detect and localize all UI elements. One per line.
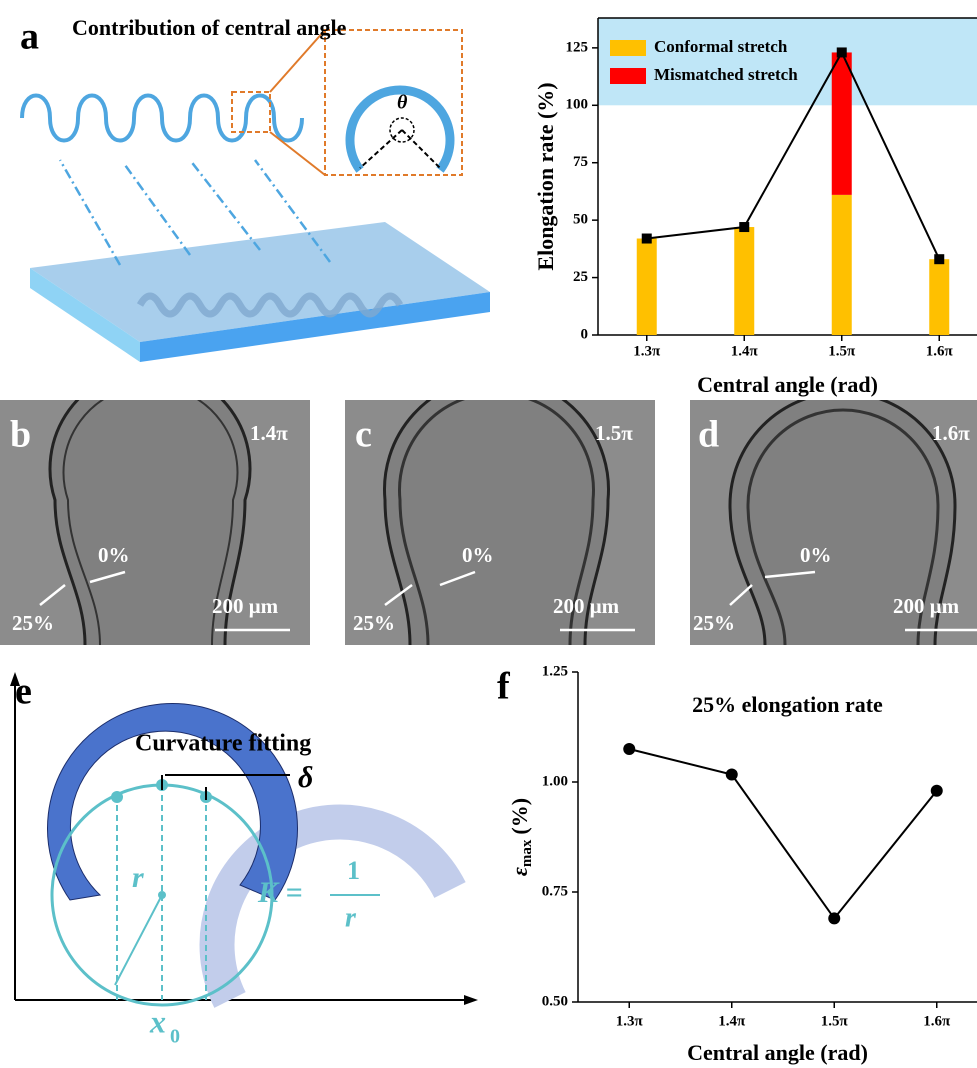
angle-label: 1.4π <box>250 421 288 445</box>
panel-label: c <box>355 414 372 456</box>
y-tick-label: 125 <box>566 39 589 55</box>
legend-label: Mismatched stretch <box>654 65 798 84</box>
data-line <box>629 749 937 918</box>
strain-label: 0% <box>462 543 494 567</box>
curvature-numerator: 1 <box>347 856 360 885</box>
y-label-subscript: max <box>519 839 535 867</box>
x-axis-label: Central angle (rad) <box>687 1040 868 1065</box>
curvature-denominator: r <box>345 902 357 933</box>
bar-segment <box>929 259 949 335</box>
legend-swatch <box>610 68 646 84</box>
bar-segment <box>734 227 754 335</box>
theta: θ <box>397 92 408 114</box>
y-tick-label: 25 <box>573 269 588 285</box>
radius-label: r <box>132 861 144 894</box>
y-tick-label: 1.00 <box>542 773 568 789</box>
y-tick-label: 75 <box>573 154 588 170</box>
y-label-unit: (%) <box>507 798 532 835</box>
scale-bar-label: 200 μm <box>553 594 620 618</box>
chart-title: 25% elongation rate <box>692 692 883 717</box>
panel-a-diagram <box>22 30 490 362</box>
bar-segment <box>832 52 852 194</box>
angle-label: 1.6π <box>932 421 970 445</box>
point <box>931 785 943 797</box>
bar-segment <box>832 195 852 335</box>
x-tick-label: 1.6π <box>923 1013 951 1029</box>
point <box>837 47 847 57</box>
strain-label: 25% <box>353 611 395 635</box>
point <box>642 234 652 244</box>
delta-label: δ <box>298 761 313 794</box>
panel-label: e <box>15 671 32 713</box>
x0-label: x <box>149 1003 166 1039</box>
point <box>828 912 840 924</box>
scale-bar-label: 200 μm <box>893 594 960 618</box>
y-tick-label: 1.25 <box>542 663 568 679</box>
x-tick-label: 1.3π <box>616 1013 644 1029</box>
panel-e-diagram <box>10 672 478 1005</box>
strain-label: 25% <box>693 611 735 635</box>
highlight-band <box>598 18 977 105</box>
scale-bar-label: 200 μm <box>212 594 279 618</box>
x-tick-label: 1.6π <box>926 343 954 359</box>
point <box>934 254 944 264</box>
y-tick-label: 0.50 <box>542 993 568 1009</box>
figure: a Contribution of central angle θ b c d … <box>0 0 977 1068</box>
x-tick-label: 1.4π <box>731 343 759 359</box>
point <box>739 222 749 232</box>
panel-label: f <box>497 666 511 708</box>
y-tick-label: 0 <box>581 326 589 342</box>
panel-label: a <box>20 16 39 58</box>
y-axis-label: εmax (%) <box>507 798 535 876</box>
panel-title: Contribution of central angle <box>72 15 347 40</box>
strain-label: 25% <box>12 611 54 635</box>
strain-label: 0% <box>98 543 130 567</box>
curvature-label: K = <box>257 876 303 909</box>
angle-label: 1.5π <box>595 421 633 445</box>
y-label-symbol: ε <box>507 867 532 876</box>
y-tick-label: 0.75 <box>542 883 568 899</box>
y-tick-label: 50 <box>573 212 588 228</box>
x-tick-label: 1.5π <box>828 343 856 359</box>
panel-label: b <box>10 414 31 456</box>
legend-swatch <box>610 40 646 56</box>
panel-label: d <box>698 414 719 456</box>
strain-label: 0% <box>800 543 832 567</box>
y-tick-label: 100 <box>566 97 589 113</box>
legend-label: Conformal stretch <box>654 37 788 56</box>
bar-segment <box>637 239 657 335</box>
x0-subscript: 0 <box>170 1026 180 1048</box>
panel-title: Curvature fitting <box>135 731 311 757</box>
x-axis-label: Central angle (rad) <box>697 372 878 397</box>
x-tick-label: 1.5π <box>821 1013 849 1029</box>
point <box>726 769 738 781</box>
x-tick-label: 1.3π <box>633 343 661 359</box>
y-axis-label: Elongation rate (%) <box>533 82 558 270</box>
x-tick-label: 1.4π <box>718 1013 746 1029</box>
point <box>623 743 635 755</box>
